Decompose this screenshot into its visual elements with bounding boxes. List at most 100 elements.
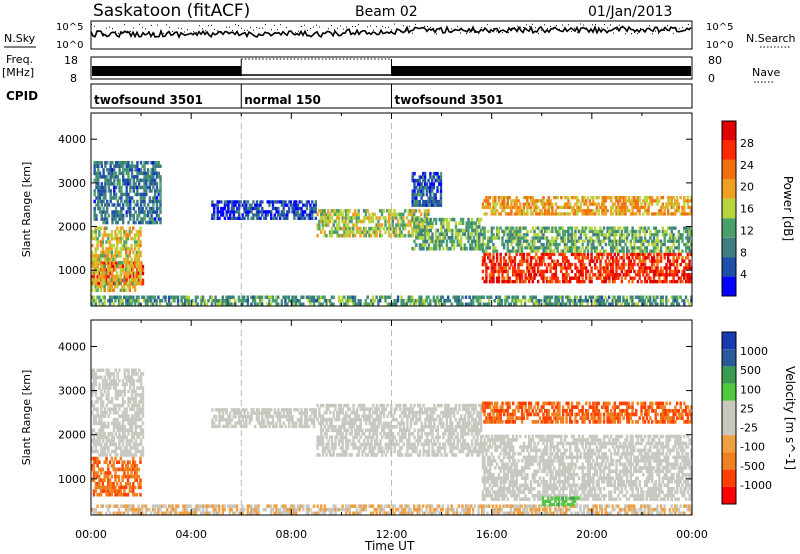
data-cell [125, 375, 128, 380]
data-cell [633, 262, 636, 267]
data-cell [132, 464, 135, 468]
data-cell [467, 228, 470, 233]
data-cell [627, 249, 631, 253]
data-cell [595, 299, 598, 303]
data-cell [98, 175, 102, 179]
data-cell [548, 295, 552, 299]
data-cell [576, 252, 579, 257]
data-cell [611, 295, 614, 299]
data-cell [545, 212, 549, 216]
data-cell [677, 239, 681, 243]
data-cell [98, 428, 101, 433]
data-cell [640, 279, 643, 284]
data-cell [109, 182, 112, 186]
data-cell [649, 276, 652, 280]
data-cell [631, 276, 634, 280]
data-cell [145, 161, 148, 165]
data-cell [94, 389, 97, 394]
data-cell [597, 196, 600, 200]
data-cell [284, 203, 287, 207]
data-cell [508, 256, 511, 260]
data-cell [139, 171, 143, 176]
data-cell [93, 164, 96, 169]
data-cell [116, 278, 119, 282]
data-cell [136, 446, 139, 450]
data-cell [387, 212, 391, 217]
data-cell [574, 239, 577, 243]
data-cell [135, 464, 139, 468]
data-cell [120, 449, 123, 454]
data-cell [526, 252, 529, 257]
data-cell [107, 247, 110, 251]
data-cell [602, 199, 606, 203]
data-cell [642, 249, 645, 253]
data-cell [658, 269, 661, 274]
data-cell [103, 435, 107, 440]
data-cell [436, 228, 440, 233]
data-cell [180, 299, 183, 303]
data-cell [656, 199, 659, 203]
data-cell [136, 192, 139, 197]
data-cell [625, 302, 629, 306]
data-cell [214, 203, 218, 207]
data-cell [456, 232, 459, 237]
data-cell [602, 205, 606, 210]
data-cell [120, 414, 123, 418]
data-cell [597, 202, 600, 206]
data-cell [252, 213, 255, 217]
data-cell [478, 239, 481, 244]
data-cell [608, 239, 611, 243]
data-cell [643, 259, 647, 263]
data-cell [391, 219, 394, 224]
data-cell [136, 268, 139, 272]
data-cell [230, 210, 234, 214]
data-cell [676, 262, 679, 267]
data-cell [121, 439, 125, 443]
data-cell [583, 199, 586, 203]
data-cell [659, 239, 663, 243]
data-cell [547, 256, 550, 260]
data-cell [380, 295, 384, 299]
data-cell [618, 299, 622, 303]
data-cell [459, 299, 462, 303]
data-cell [330, 209, 334, 213]
data-cell [510, 229, 513, 234]
data-cell [574, 256, 577, 260]
data-cell [107, 203, 111, 207]
data-cell [123, 182, 127, 186]
data-cell [522, 256, 526, 260]
data-cell [640, 295, 643, 299]
data-cell [98, 421, 101, 426]
data-cell [652, 242, 656, 247]
data-cell [613, 279, 616, 284]
data-cell [101, 254, 105, 258]
data-cell [155, 196, 159, 200]
data-cell [155, 220, 159, 225]
data-cell [371, 216, 375, 220]
data-cell [554, 299, 557, 303]
data-cell [137, 274, 140, 279]
data-cell [610, 256, 613, 260]
data-cell [141, 264, 145, 269]
data-cell [108, 302, 112, 306]
data-cell [125, 442, 128, 447]
data-cell [104, 185, 107, 190]
data-cell [336, 223, 339, 227]
data-cell [572, 242, 575, 247]
data-cell [611, 239, 615, 243]
data-cell [569, 205, 572, 210]
data-cell [688, 262, 691, 267]
data-cell [311, 210, 314, 214]
data-cell [98, 375, 101, 380]
data-cell [110, 261, 114, 265]
data-cell [679, 279, 682, 284]
data-cell [635, 205, 638, 210]
data-cell [615, 259, 618, 263]
data-cell [647, 266, 650, 270]
data-cell [683, 229, 686, 234]
data-cell [490, 239, 493, 243]
data-cell [117, 236, 121, 241]
data-cell [472, 228, 476, 233]
data-cell [504, 302, 507, 306]
data-cell [420, 189, 423, 193]
